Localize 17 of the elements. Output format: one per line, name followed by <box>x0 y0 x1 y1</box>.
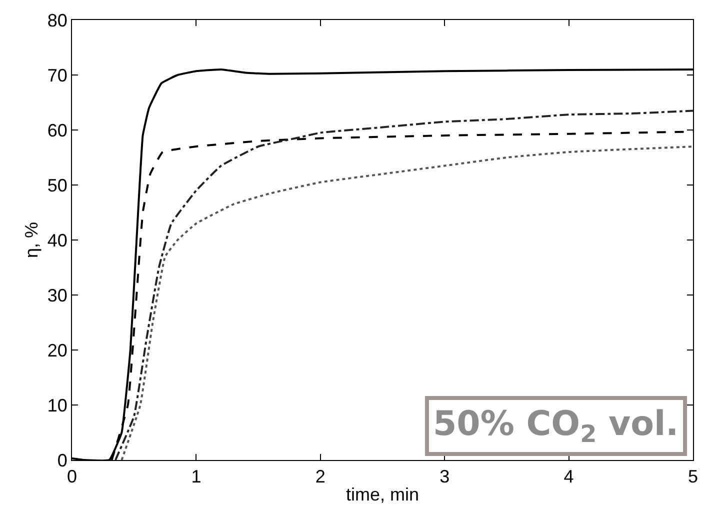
y-tick-label: 70 <box>47 65 68 86</box>
y-tick-label: 80 <box>47 10 68 30</box>
x-tick-label: 2 <box>315 466 326 487</box>
y-tick-label: 20 <box>47 340 68 360</box>
x-tick-label: 5 <box>688 466 698 487</box>
y-tick-label: 10 <box>47 395 68 416</box>
y-tick-label: 40 <box>47 230 68 250</box>
y-axis-title: η, % <box>22 222 42 258</box>
y-tick-label: 0 <box>57 450 68 470</box>
x-tick-label: 3 <box>440 466 450 487</box>
y-tick-label: 50 <box>47 175 68 196</box>
x-tick-label: 1 <box>191 466 202 487</box>
x-tick-label: 4 <box>564 466 574 487</box>
annotation: 50% CO$_{2}$ vol. <box>433 404 679 448</box>
x-axis-title: time, min <box>346 484 420 505</box>
y-tick-label: 60 <box>47 120 68 140</box>
y-tick-label: 30 <box>47 285 68 306</box>
